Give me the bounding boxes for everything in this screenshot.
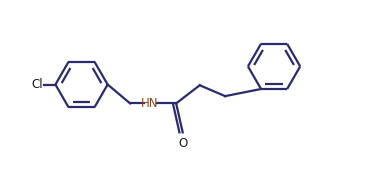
Text: HN: HN	[141, 97, 159, 110]
Text: Cl: Cl	[31, 78, 43, 91]
Text: O: O	[178, 137, 187, 150]
